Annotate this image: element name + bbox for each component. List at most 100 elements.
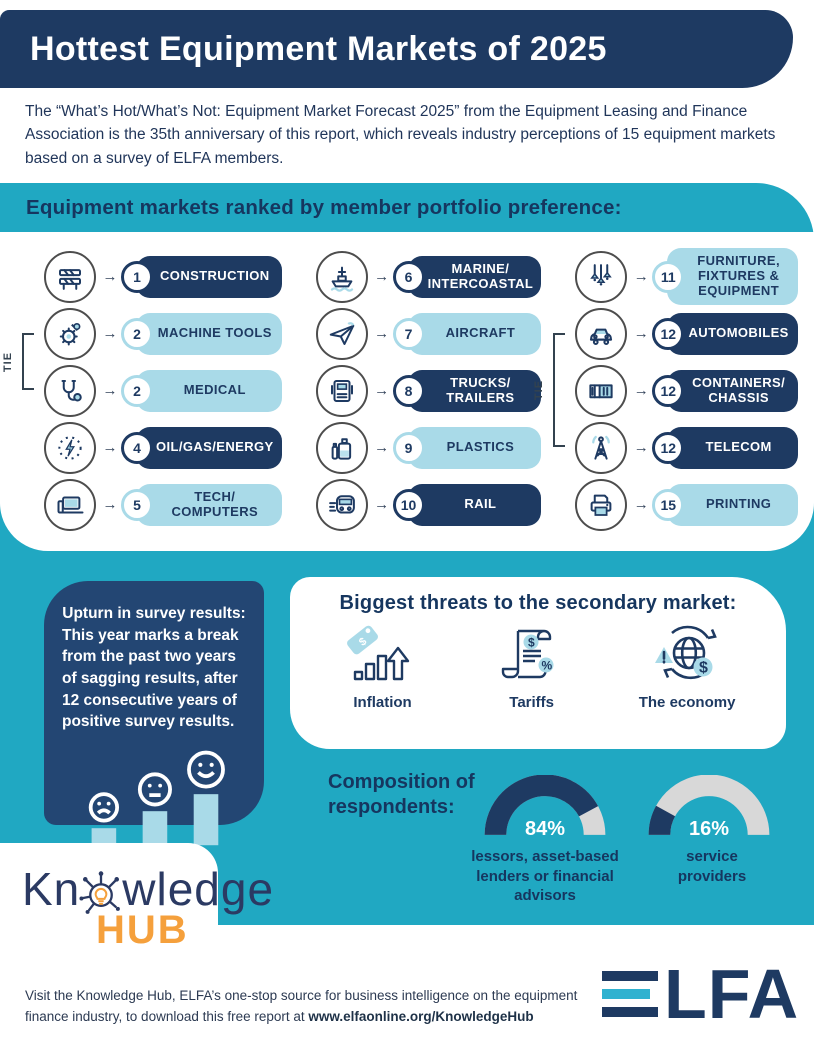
rank-pill: 2 MEDICAL [121,369,282,412]
rank-number-badge: 12 [652,431,685,464]
arrow-right-icon: → [374,325,390,342]
arrow-right-icon: → [102,439,118,456]
rank-pill: 2 MACHINE TOOLS [121,312,282,355]
rank-number-badge: 6 [392,260,425,293]
rank-item: → 12 TELECOM [575,419,800,476]
containers-icon [575,364,628,417]
page-title: Hottest Equipment Markets of 2025 [30,29,607,68]
rank-number-badge: 9 [392,431,425,464]
gauge-value: 16% [688,818,730,840]
sentiment-bars-icon [88,750,225,846]
tie-label: TIE [533,379,546,401]
rank-item: → 2 MEDICAL [44,362,284,419]
rank-number-badge: 1 [121,260,153,293]
rank-number-badge: 15 [652,488,685,521]
threat-item: $ Inflation [341,621,425,711]
elfa-bar-top [602,971,658,981]
rank-label: CONSTRUCTION [160,268,270,284]
elfa-bar-middle [602,989,650,999]
upturn-callout: Upturn in survey results: This year mark… [44,581,264,846]
energy-icon [44,421,96,474]
arrow-right-icon: → [633,496,649,513]
upturn-body: This year marks a break from the past tw… [62,626,239,731]
footer-note-text: Visit the Knowledge Hub, ELFA’s one-stop… [25,988,578,1024]
rank-item: → 7 AIRCRAFT [315,305,544,362]
svg-text:$: $ [528,636,535,650]
ranking-column: → 1 CONSTRUCTION → 2 MACHINE TOOLS → 2 MEDICAL → 4… [2,248,284,551]
elfa-logo: LFA [602,955,800,1033]
arrow-right-icon: → [633,325,649,342]
rank-pill: 4 OIL/GAS/ENERGY [121,426,282,469]
rank-label: TECH/ COMPUTERS [171,488,259,519]
automobiles-icon [575,307,628,360]
threats-panel: Biggest threats to the secondary market:… [290,577,786,749]
arrow-right-icon: → [102,496,118,513]
footer-note: Visit the Knowledge Hub, ELFA’s one-stop… [25,986,615,1028]
telecom-icon [575,421,628,474]
gauge-arc [648,775,770,836]
rank-label: AIRCRAFT [445,325,516,341]
rank-number-badge: 11 [652,260,685,293]
gauge-value: 84% [524,818,566,840]
ranking-column: → 6 MARINE/ INTERCOASTAL → 7 AIRCRAFT → 8 TRUCKS… [290,248,544,551]
arrow-right-icon: → [102,325,118,342]
rank-pill: 12 TELECOM [652,426,798,469]
aircraft-icon [315,307,368,360]
svg-text:$: $ [699,660,708,677]
elfa-letters: LFA [664,955,800,1033]
rank-item: → 5 TECH/ COMPUTERS [44,476,284,533]
rank-item: → 4 OIL/GAS/ENERGY [44,419,284,476]
gauge-lessors: 84% [482,775,608,840]
gauge-arc [484,775,606,836]
elfa-bar-bottom [602,1007,658,1017]
ranking-section-title: Equipment markets ranked by member portf… [26,196,622,219]
rank-item: → 6 MARINE/ INTERCOASTAL [315,248,544,305]
gauge-label: lessors, asset-based lenders or financia… [471,848,619,904]
rank-number-badge: 8 [392,374,425,407]
arrow-right-icon: → [633,439,649,456]
upturn-heading: Upturn in survey results: [62,605,246,622]
rank-pill: 12 CONTAINERS/ CHASSIS [652,369,798,412]
knowledge-hub-link[interactable]: www.elfaonline.org/KnowledgeHub [308,1008,534,1024]
rank-number-badge: 12 [652,317,685,350]
economy-icon: $ [645,621,729,692]
rank-number-badge: 2 [121,374,153,407]
svg-text:%: % [541,659,552,673]
inflation-icon: $ [341,621,425,692]
rank-pill: 12 AUTOMOBILES [652,312,798,355]
knowledge-hub-logo: Kn wledge HUB [22,862,274,953]
knowledge-wordmark: Kn wledge [22,862,274,916]
rank-label: RAIL [464,496,497,512]
threat-item: $ The economy [638,621,736,711]
rank-item: → 8 TRUCKS/ TRAILERS [315,362,544,419]
rank-item: → 1 CONSTRUCTION [44,248,284,305]
threat-label: The economy [638,694,736,711]
printing-icon [575,478,628,531]
plastics-icon [315,421,368,474]
tie-bracket: TIE [2,333,34,390]
gauge-service-providers: 16% [646,775,772,840]
arrow-right-icon: → [374,439,390,456]
tie-bracket: TIE [533,333,566,447]
rank-label: TELECOM [705,439,772,455]
rank-number-badge: 2 [121,317,153,350]
rank-number-badge: 5 [121,488,153,521]
rank-item: → 12 AUTOMOBILES [575,305,800,362]
rank-pill: 9 PLASTICS [392,426,542,469]
rank-label: MEDICAL [183,382,246,398]
threat-label: Inflation [353,694,412,711]
composition-heading: Composition of respondents: [328,771,475,818]
rank-label: PRINTING [705,496,772,512]
rank-pill: 7 AIRCRAFT [392,312,542,355]
rank-item: → 9 PLASTICS [315,419,544,476]
header-banner: Hottest Equipment Markets of 2025 [0,10,793,88]
rank-pill: 11 FURNITURE, FIXTURES & EQUIPMENT [652,248,798,305]
rank-pill: 15 PRINTING [652,483,798,526]
rail-icon [315,478,368,531]
trucks-icon [315,364,368,417]
hub-wordmark: HUB [96,908,189,952]
ranking-column: → 11 FURNITURE, FIXTURES & EQUIPMENT → 12 AUT… [533,248,800,551]
ranking-card: → 1 CONSTRUCTION → 2 MACHINE TOOLS → 2 MEDICAL → 4… [0,232,814,551]
rank-pill: 1 CONSTRUCTION [121,255,282,298]
